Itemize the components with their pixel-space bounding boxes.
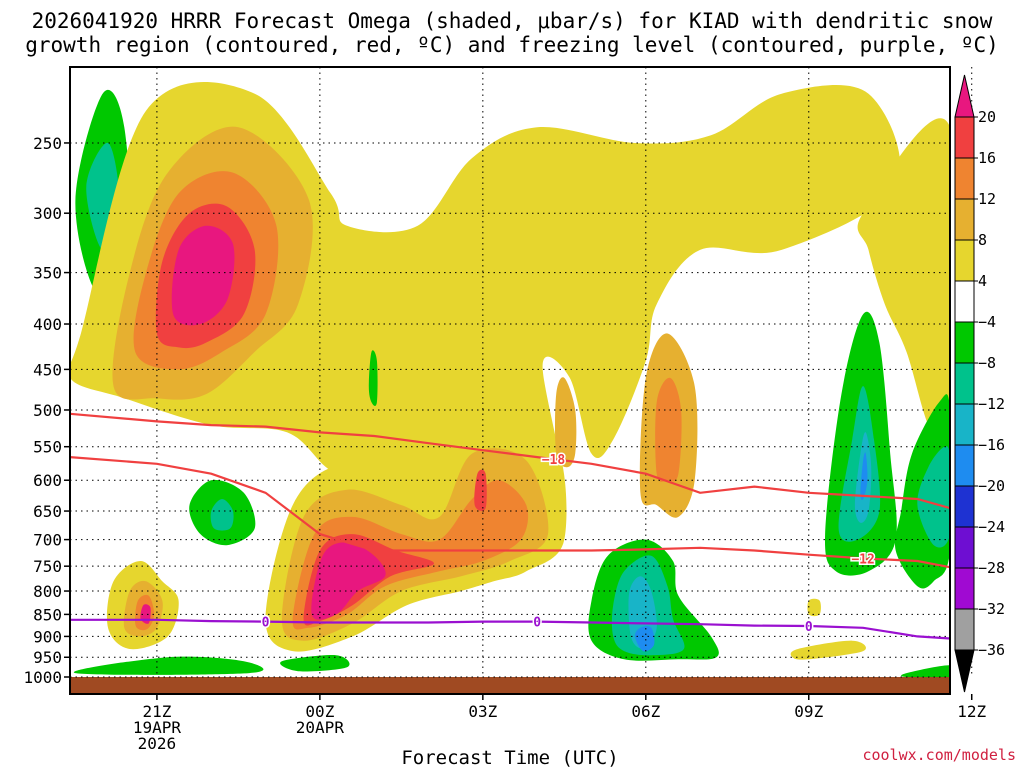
- x-tick-label-6-0: 03Z: [468, 702, 497, 721]
- colorbar-label-12: −32: [978, 600, 1005, 618]
- y-tick-label-250: 250: [33, 134, 62, 153]
- contour-dgz-upper: [70, 412, 950, 510]
- contour-dgz-lower: [70, 456, 950, 569]
- y-tick-label-350: 350: [33, 264, 62, 283]
- x-axis-label: Forecast Time (UTC): [401, 747, 618, 768]
- y-tick-label-300: 300: [33, 204, 62, 223]
- omega-region-ascent-mid-small: [554, 377, 577, 468]
- x-tick-label-3-1: 20APR: [296, 718, 345, 737]
- x-tick-label-12-0: 09Z: [794, 702, 823, 721]
- omega-region-dry-farright-lvl12: [917, 446, 950, 548]
- x-tick-label-0-2: 2026: [138, 734, 177, 753]
- x-tick-label-0-0: 21Z: [142, 702, 171, 721]
- colorbar-bin-9: [954, 485, 975, 528]
- colorbar-bin-4: [954, 280, 975, 323]
- colorbar-label-3: 8: [978, 231, 987, 249]
- colorbar-label-1: 16: [978, 149, 996, 167]
- contour-label-freezing-level-1: 0: [533, 616, 541, 631]
- colorbar-bin-7: [954, 403, 975, 446]
- y-tick-label-450: 450: [33, 360, 62, 379]
- colorbar-bin-0: [954, 116, 975, 159]
- x-tick-label-15-0: 12Z: [957, 702, 986, 721]
- omega-region-ascent-lower-lvl20: [311, 542, 386, 620]
- y-tick-label-1000: 1000: [23, 668, 62, 687]
- omega-region-ascent-upper-right: [857, 118, 950, 473]
- colorbar-bin-2: [954, 198, 975, 241]
- omega-region-dry-bottomright: [901, 665, 950, 679]
- y-tick-label-600: 600: [33, 471, 62, 490]
- y-tick-label-650: 650: [33, 502, 62, 521]
- chart-title-line-2: growth region (contoured, red, ºC) and f…: [25, 33, 999, 57]
- omega-region-dry-small-450: [368, 350, 378, 406]
- contour-label-freezing-level-0: 0: [262, 616, 270, 631]
- colorbar-bin-1: [954, 157, 975, 200]
- contour-freezing-level: [70, 618, 950, 640]
- colorbar-bin-8: [954, 444, 975, 487]
- colorbar-bin-6: [954, 362, 975, 405]
- colorbar-label-2: 12: [978, 190, 996, 208]
- omega-region-ascent-midright-lvl12: [655, 377, 682, 482]
- y-tick-label-800: 800: [33, 582, 62, 601]
- y-tick-label-850: 850: [33, 605, 62, 624]
- y-tick-label-750: 750: [33, 557, 62, 576]
- colorbar-label-8: −16: [978, 436, 1005, 454]
- y-tick-label-700: 700: [33, 531, 62, 550]
- colorbar-bin-3: [954, 239, 975, 282]
- omega-region-ascent-upper-lvl20: [171, 225, 235, 326]
- temperature-contours: −18 −12 0 0 0: [70, 412, 950, 640]
- colorbar-label-4: 4: [978, 272, 987, 290]
- x-tick-label-3-0: 00Z: [305, 702, 334, 721]
- chart-title-line-1: 2026041920 HRRR Forecast Omega (shaded, …: [32, 9, 993, 33]
- contour-label-freezing-level-2: 0: [805, 620, 813, 635]
- colorbar: 20 16 12 8 4 −4 −8 −12 −16 −20 −24 −28 −32 −36: [954, 74, 1005, 693]
- colorbar-label-7: −12: [978, 395, 1005, 413]
- colorbar-bin-11: [954, 567, 975, 610]
- y-tick-label-950: 950: [33, 648, 62, 667]
- contour-label-dgz-lower-0: −12: [851, 552, 874, 567]
- omega-region-ascent-lower-right: [790, 640, 866, 660]
- colorbar-label-0: 20: [978, 108, 996, 126]
- omega-region-ascent-small-dot: [807, 598, 821, 617]
- colorbar-label-10: −24: [978, 518, 1005, 536]
- y-tick-label-400: 400: [33, 315, 62, 334]
- colorbar-label-6: −8: [978, 354, 996, 372]
- omega-region-dry-bottomleft-2: [280, 655, 350, 672]
- colorbar-low-triangle: [954, 649, 975, 693]
- omega-region-dry-lowcenter-lvl20: [634, 626, 655, 652]
- colorbar-high-triangle: [954, 74, 975, 118]
- x-tick-label-0-1: 19APR: [133, 718, 182, 737]
- colorbar-bin-12: [954, 608, 975, 651]
- omega-region-dry-midright-lvl20: [860, 452, 868, 500]
- colorbar-label-13: −36: [978, 641, 1005, 659]
- omega-region-dry-bottomleft: [73, 656, 264, 675]
- contour-label-dgz-upper-0: −18: [542, 453, 566, 468]
- colorbar-label-11: −28: [978, 559, 1005, 577]
- x-tick-label-9-0: 06Z: [631, 702, 660, 721]
- omega-region-dry-leftmid-lvl12: [210, 499, 234, 531]
- y-tick-label-900: 900: [33, 627, 62, 646]
- colorbar-bin-5: [954, 321, 975, 364]
- colorbar-label-9: −20: [978, 477, 1005, 495]
- plot-area: [70, 67, 950, 694]
- y-axis: 250 300 350 400 450 500 550 600 650 700 750 800 850 9…: [23, 134, 70, 687]
- plot-frame: [69, 66, 951, 695]
- grid-lines: [70, 67, 973, 678]
- terrain-band: [70, 677, 950, 694]
- y-tick-label-550: 550: [33, 438, 62, 457]
- y-tick-label-500: 500: [33, 401, 62, 420]
- colorbar-bin-10: [954, 526, 975, 569]
- colorbar-label-5: −4: [978, 313, 996, 331]
- credit-text: coolwx.com/models: [862, 746, 1016, 764]
